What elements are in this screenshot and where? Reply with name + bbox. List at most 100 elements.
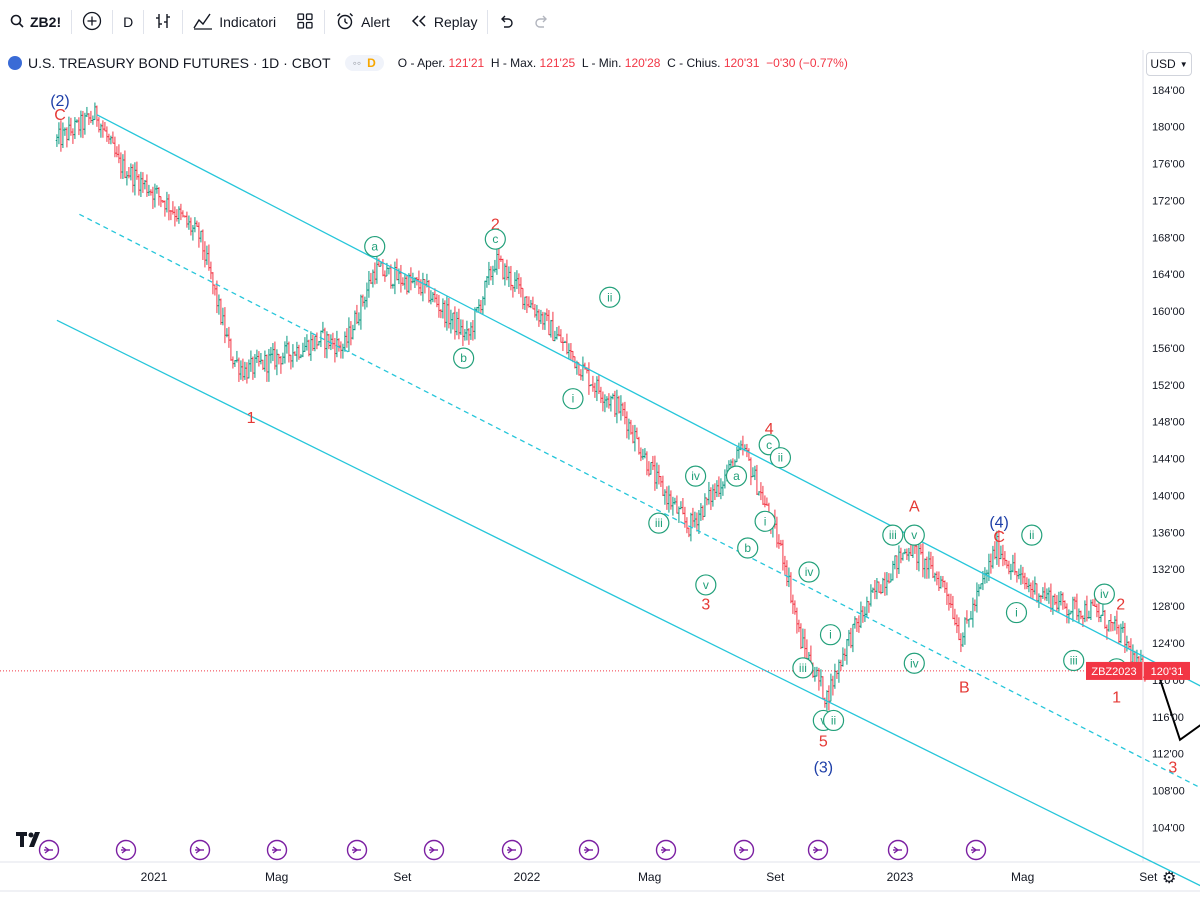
replay-button[interactable]: Replay [400, 0, 488, 44]
wave-label-circle: v [903, 524, 925, 546]
channel-group [0, 114, 1200, 887]
indicators-label: Indicatori [219, 14, 277, 30]
wave-label-text: iii [655, 516, 663, 530]
y-tick-label: 124'00 [1152, 638, 1185, 650]
wave-label-text: i [572, 392, 575, 406]
low-value: 120'28 [624, 56, 661, 70]
wave-label-text: c [766, 438, 772, 452]
divider [71, 10, 73, 34]
tradingview-logo [16, 832, 46, 853]
symbol-search-button[interactable]: ZB2! [0, 0, 71, 44]
chart-type-button[interactable] [144, 0, 182, 44]
wave-label-text: i [764, 514, 767, 528]
wave-label-circle: i [754, 510, 776, 532]
indicators-button[interactable]: Indicatori [183, 0, 286, 44]
wave-label-red: 1 [247, 410, 256, 427]
chevron-down-icon: ▼ [1179, 59, 1188, 69]
event-marker-icon [346, 839, 368, 861]
wave-circle [562, 388, 584, 410]
event-marker-icon [733, 839, 755, 861]
wave-label-red: 3 [701, 596, 710, 613]
event-marker-icon [38, 839, 60, 861]
wave-label-circle: iv [685, 465, 707, 487]
wave-label-text: a [733, 469, 740, 483]
wave-label-circle: i [1005, 601, 1028, 624]
wave-label-text: iv [691, 469, 700, 483]
wave-label-text: iv [1100, 587, 1109, 601]
wave-label-red: C [993, 529, 1005, 546]
wave-circle [754, 510, 776, 532]
wave-label-circle: iii [792, 657, 814, 679]
wave-label-text: iv [910, 656, 919, 670]
y-tick-label: 148'00 [1152, 417, 1185, 429]
wave-label-red: 3 [1168, 760, 1177, 777]
alert-button[interactable]: Alert [325, 0, 400, 44]
search-icon [10, 14, 24, 31]
wave-circle [599, 286, 621, 308]
wave-label-text: c [492, 232, 498, 246]
wave-circle [798, 561, 820, 583]
y-tick-label: 172'00 [1152, 195, 1185, 207]
wave-circle [1093, 583, 1115, 605]
undo-button[interactable] [488, 0, 524, 44]
event-marker-icon [807, 839, 829, 861]
y-tick-label: 152'00 [1152, 380, 1185, 392]
wave-label-text: ii [607, 290, 612, 304]
wave-label-text: iv [805, 565, 814, 579]
event-marker-icon [501, 839, 523, 861]
wave-label-red: 1 [1112, 689, 1121, 706]
x-tick-label: 2022 [514, 870, 541, 884]
wave-label-circle: iv [798, 561, 820, 583]
axes-group: 184'00 180'00 176'00 172'00 168'00 164'00 160'… [141, 85, 1190, 884]
y-tick-label: 136'00 [1152, 527, 1185, 539]
wave-label-circle: i [562, 388, 584, 410]
wave-label-text: iii [799, 661, 807, 675]
event-marker-icon [965, 839, 987, 861]
high-label: H - Max. [490, 56, 537, 70]
gear-icon[interactable]: ⚙ [1162, 870, 1177, 887]
layouts-button[interactable] [286, 0, 324, 44]
x-tick-label: Mag [638, 870, 661, 884]
change-value: −0'30 (−0.77%) [766, 56, 848, 70]
indicators-icon [193, 12, 213, 33]
divider [324, 10, 326, 34]
y-tick-label: 164'00 [1152, 269, 1185, 281]
close-value: 120'31 [723, 56, 760, 70]
wave-circle [1005, 601, 1028, 624]
price-chart[interactable]: (2)C1ab2ciiiivaiiibv34ciiiiviiiivii5(3)i… [0, 44, 1200, 904]
divider [143, 10, 145, 34]
wave-label-circle: iv [1093, 583, 1115, 605]
high-value: 121'25 [539, 56, 576, 70]
compare-button[interactable] [72, 0, 112, 44]
undo-icon [498, 14, 514, 31]
interval-button[interactable]: D [113, 0, 143, 44]
symbol-label: ZB2! [30, 14, 62, 30]
y-tick-label: 160'00 [1152, 306, 1185, 318]
wave-label-blue: (3) [814, 760, 834, 777]
alarm-clock-icon [335, 11, 355, 34]
wave-label-text: a [371, 240, 378, 254]
wave-label-text: iii [889, 528, 897, 542]
wave-label-blue: (2) [50, 93, 70, 110]
divider [487, 10, 489, 34]
wave-label-circle: ii [1021, 524, 1043, 546]
price-tag [1144, 661, 1190, 680]
data-status-pill[interactable]: ◦◦ D [344, 55, 384, 71]
y-tick-label: 116'00 [1152, 712, 1184, 724]
replay-label: Replay [433, 14, 478, 30]
channel-line-upper [96, 114, 1200, 687]
wave-label-blue: (4) [989, 514, 1009, 531]
wave-circle [903, 652, 925, 674]
top-toolbar: ZB2! D Indicatori Alert R [0, 0, 1200, 45]
y-tick-label: 180'00 [1152, 122, 1185, 134]
events-group [38, 839, 987, 861]
wave-label-red: A [909, 499, 920, 516]
wave-label-text: i [829, 628, 832, 642]
price-tag-label: 120'31 [1151, 666, 1184, 678]
redo-button[interactable] [524, 0, 560, 44]
wave-circle [453, 347, 475, 369]
alert-label: Alert [361, 14, 390, 30]
currency-select[interactable]: USD ▼ [1146, 52, 1192, 76]
wave-label-circle: a [725, 465, 748, 487]
wave-circle [737, 537, 759, 559]
